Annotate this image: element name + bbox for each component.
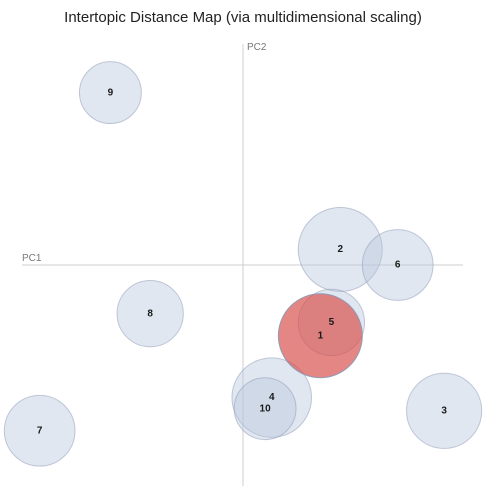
axes: PC1 PC2	[22, 42, 463, 486]
topic-circle-10[interactable]	[233, 377, 297, 441]
pc2-axis-label: PC2	[247, 42, 267, 53]
topic-circles-layer	[3, 61, 483, 467]
chart-title: Intertopic Distance Map (via multidimens…	[64, 9, 422, 26]
topic-circle-3[interactable]	[406, 372, 483, 449]
topic-circle-2[interactable]	[297, 207, 383, 293]
pc1-axis-label: PC1	[22, 253, 42, 264]
topic-circle-1[interactable]	[277, 293, 363, 379]
topic-circle-6[interactable]	[361, 229, 434, 301]
topic-circle-9[interactable]	[78, 61, 142, 125]
topic-circle-7[interactable]	[3, 394, 76, 467]
topic-circle-8[interactable]	[116, 279, 184, 348]
topic-circle-4[interactable]	[231, 357, 313, 438]
